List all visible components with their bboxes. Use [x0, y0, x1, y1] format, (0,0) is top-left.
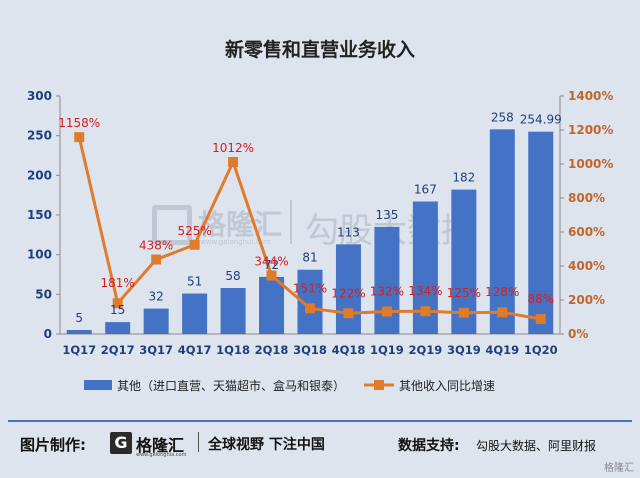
- growth-value-label: 88%: [527, 292, 554, 306]
- growth-value-label: 151%: [293, 281, 327, 295]
- watermark-divider: [290, 200, 292, 244]
- x-tick-label: 4Q18: [332, 343, 366, 357]
- x-tick-label: 4Q19: [485, 343, 519, 357]
- y-left-tick-label: 50: [35, 287, 52, 301]
- y-left-tick-label: 250: [27, 129, 52, 143]
- growth-value-label: 122%: [331, 286, 365, 300]
- growth-marker: [228, 156, 239, 167]
- y-right-tick-label: 1400%: [568, 89, 613, 103]
- growth-value-label: 1158%: [58, 116, 100, 130]
- growth-marker: [343, 308, 354, 319]
- watermark-brand: 格隆汇: [198, 208, 283, 241]
- bar: [374, 226, 400, 334]
- brand-name: 格隆汇: [136, 436, 185, 455]
- bar: [182, 293, 208, 334]
- y-left-tick-label: 0: [44, 327, 52, 341]
- footer: [0, 420, 640, 478]
- x-tick-label: 4Q17: [178, 343, 212, 357]
- x-tick-label: 1Q20: [524, 343, 558, 357]
- growth-marker: [497, 307, 508, 318]
- bar-value-label: 5: [75, 311, 83, 325]
- bar-value-label: 167: [414, 183, 437, 197]
- y-left-tick-label: 300: [27, 89, 52, 103]
- y-right-tick-label: 1000%: [568, 157, 613, 171]
- growth-marker: [112, 298, 123, 309]
- bar-value-label: 113: [337, 225, 360, 239]
- legend-line-marker: [374, 380, 384, 390]
- corner-mark: 格隆汇: [604, 463, 634, 474]
- chart-title: 新零售和直营业务收入: [225, 38, 415, 61]
- x-tick-label: 1Q18: [216, 343, 250, 357]
- x-tick-label: 2Q17: [101, 343, 135, 357]
- source-label: 数据支持:: [398, 438, 460, 454]
- legend-bar-label: 其他（进口直营、天猫超市、盒马和银泰）: [117, 378, 345, 393]
- y-right-tick-label: 800%: [568, 191, 605, 205]
- growth-marker: [420, 306, 431, 317]
- growth-marker: [381, 306, 392, 317]
- x-tick-label: 3Q19: [447, 343, 481, 357]
- y-left-tick-label: 150: [27, 208, 52, 222]
- growth-marker: [305, 303, 315, 314]
- x-tick-label: 2Q18: [255, 343, 289, 357]
- growth-value-label: 1012%: [212, 141, 254, 155]
- chart: 新零售和直营业务收入 0 50 100 150 200 250 300 0% 200% 400% 6…: [27, 38, 613, 393]
- y-right-tick-label: 1200%: [568, 123, 613, 137]
- growth-marker: [151, 254, 162, 265]
- growth-marker: [458, 307, 469, 318]
- bar-value-label: 51: [187, 275, 202, 289]
- footer-divider: [8, 420, 632, 422]
- made-by-label: 图片制作:: [20, 436, 86, 454]
- bar-value-label: 182: [452, 171, 475, 185]
- bar: [259, 276, 285, 334]
- bar-value-label: 258: [491, 110, 514, 124]
- watermark-site: www.gelonghui.com: [200, 238, 271, 246]
- bar-value-label: 135: [375, 208, 398, 222]
- bar-value-label: 15: [110, 303, 125, 317]
- y-right-tick-label: 0%: [568, 327, 588, 341]
- legend-line-label: 其他收入同比增速: [399, 379, 495, 393]
- slogan: 全球视野 下注中国: [208, 437, 325, 453]
- bar: [528, 131, 554, 334]
- growth-value-label: 438%: [139, 239, 173, 253]
- bar: [66, 330, 92, 334]
- legend-bar-swatch: [84, 380, 112, 390]
- bar-value-label: 81: [302, 251, 317, 265]
- bar-value-label: 32: [149, 290, 164, 304]
- growth-value-label: 128%: [485, 285, 519, 299]
- brand-site: www.gelonghui.com: [136, 452, 187, 458]
- growth-value-label: 344%: [254, 255, 288, 269]
- source-value: 勾股大数据、阿里财报: [476, 439, 597, 453]
- growth-value-label: 125%: [447, 286, 481, 300]
- growth-value-label: 132%: [370, 285, 404, 299]
- watermark-logo-icon: [152, 205, 192, 245]
- x-tick-label: 3Q17: [139, 343, 173, 357]
- growth-marker: [189, 239, 200, 250]
- x-tick-label: 1Q19: [370, 343, 404, 357]
- bar-value-label: 58: [225, 269, 240, 283]
- y-right-tick-label: 200%: [568, 293, 605, 307]
- growth-marker: [266, 270, 277, 281]
- y-left-tick-label: 200: [27, 168, 52, 182]
- x-tick-label: 3Q18: [293, 343, 327, 357]
- bar-value-label: 72: [264, 258, 279, 272]
- growth-value-label: 525%: [177, 224, 211, 238]
- growth-value-label: 181%: [101, 276, 135, 290]
- growth-value-label: 134%: [408, 284, 442, 298]
- footer-separator: [198, 432, 199, 452]
- brand-logo-icon: G: [110, 432, 132, 454]
- bar-value-label: 254.99: [520, 113, 562, 127]
- growth-marker: [535, 314, 546, 325]
- y-left-tick-label: 100: [27, 248, 52, 262]
- bar: [143, 308, 169, 334]
- y-right-tick-label: 600%: [568, 225, 605, 239]
- bar: [489, 129, 515, 334]
- growth-marker: [74, 132, 85, 143]
- x-tick-label: 1Q17: [62, 343, 96, 357]
- y-right-tick-label: 400%: [568, 259, 605, 273]
- bar: [105, 322, 131, 334]
- bar: [335, 244, 361, 334]
- bar: [220, 287, 246, 334]
- x-tick-label: 2Q19: [408, 343, 442, 357]
